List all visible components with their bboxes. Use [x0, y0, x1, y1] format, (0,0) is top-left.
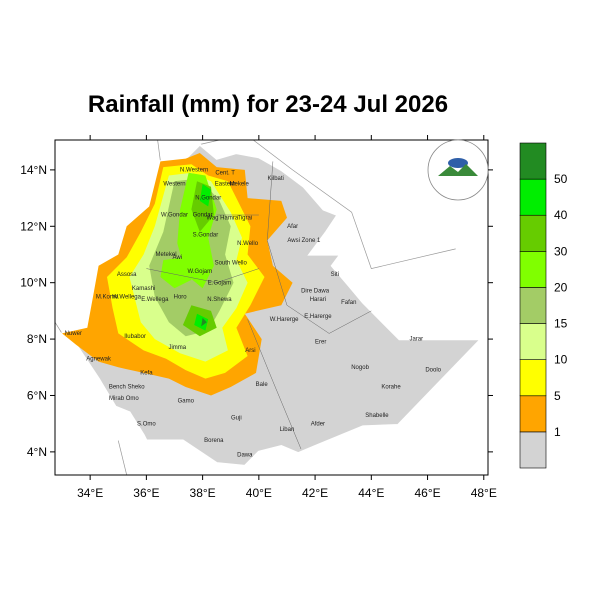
colorbar-label: 10 — [554, 353, 568, 367]
rainfall-zone — [201, 317, 207, 327]
place-label: Bench Sheko — [109, 385, 145, 391]
place-label: Afder — [311, 421, 325, 427]
place-label: Guji — [231, 416, 242, 422]
colorbar-box — [519, 431, 547, 469]
x-tick-label: 48°E — [471, 486, 497, 500]
place-label: Kamashi — [132, 286, 155, 292]
place-label: Agnewak — [86, 356, 112, 362]
rainfall-zone — [194, 313, 209, 331]
place-label: W.Gojam — [187, 269, 212, 275]
place-label: Dire Dawa — [301, 289, 330, 295]
place-label: Doolo — [425, 368, 441, 374]
colorbar-label: 50 — [554, 172, 568, 186]
y-tick-label: 6°N — [27, 388, 47, 402]
colorbar-box — [519, 395, 547, 433]
place-label: Awi — [173, 255, 183, 261]
x-tick-label: 42°E — [302, 486, 328, 500]
colorbar-box — [519, 214, 547, 252]
y-tick-label: 10°N — [20, 276, 47, 290]
place-label: Nogob — [351, 365, 369, 371]
place-label: Western — [163, 182, 185, 188]
place-label: S.Omo — [137, 421, 156, 427]
place-label: M.Komo — [96, 294, 119, 300]
place-label: Fafan — [341, 300, 356, 306]
y-tick-label: 14°N — [20, 163, 47, 177]
place-label: Shabelle — [365, 413, 389, 419]
x-tick-label: 44°E — [358, 486, 384, 500]
colorbar-label: 40 — [554, 208, 568, 222]
y-tick-label: 8°N — [27, 332, 47, 346]
colorbar-label: 1 — [554, 425, 561, 439]
plot-frame — [54, 139, 489, 476]
place-label: Jarar — [409, 337, 423, 343]
place-label: Nuwer — [65, 331, 82, 337]
place-label: N.Shewa — [207, 297, 232, 303]
place-label: E.Gojam — [208, 280, 231, 286]
place-label: Borena — [204, 438, 224, 444]
place-label: Bale — [256, 382, 269, 388]
colorbar-box — [519, 178, 547, 216]
place-label: N.Western — [180, 167, 208, 173]
place-label: South Wello — [215, 261, 248, 267]
colorbar-box — [519, 142, 547, 180]
place-label: Kilbati — [268, 176, 284, 182]
place-label: Eastern — [215, 182, 236, 188]
place-label: Liban — [280, 427, 295, 433]
x-tick-label: 38°E — [190, 486, 216, 500]
place-label: Jimma — [168, 345, 186, 351]
colorbar-label: 30 — [554, 244, 568, 258]
colorbar-box — [519, 251, 547, 288]
colorbar-box — [519, 323, 547, 360]
place-label: N.Wello — [237, 241, 259, 247]
place-label: Dawa — [237, 452, 253, 458]
place-label: Korahe — [381, 385, 401, 391]
colorbar-label: 15 — [554, 317, 568, 331]
place-label: Metekel — [156, 252, 177, 258]
neighbour-border — [54, 139, 456, 476]
place-label: Erer — [315, 339, 326, 345]
colorbar-box — [519, 287, 547, 324]
place-label: E.Wellega — [141, 297, 169, 303]
logo — [427, 139, 489, 201]
place-label: S.Gondar — [193, 232, 219, 238]
place-label: W.Gondar — [161, 213, 188, 219]
place-label: Arsi — [245, 348, 255, 354]
colorbar-label: 20 — [554, 280, 568, 294]
rainfall-zone — [160, 257, 192, 289]
place-label: Mekele — [229, 182, 249, 188]
map-title: Rainfall (mm) for 23-24 Jul 2026 — [88, 91, 448, 118]
x-tick-label: 40°E — [246, 486, 272, 500]
y-tick-label: 4°N — [27, 445, 47, 459]
place-label: W.Harerge — [270, 317, 299, 323]
place-label: Ilubabor — [124, 334, 146, 340]
y-tick-label: 12°N — [20, 219, 47, 233]
place-label: N.Gondar — [195, 196, 221, 202]
place-label: Gondar — [193, 213, 213, 219]
place-label: Mirab Omo — [109, 396, 139, 402]
place-label: Gamo — [178, 399, 195, 405]
region-border — [146, 161, 372, 450]
place-label: Harari — [310, 297, 326, 303]
rainfall-zone — [199, 184, 211, 207]
place-label: Afar — [287, 224, 298, 230]
colorbar-box — [519, 359, 547, 397]
place-label: Assosa — [117, 272, 137, 278]
colorbar-label: 5 — [554, 389, 561, 403]
place-label: Cent. T — [215, 170, 235, 176]
place-label: E.Harerge — [304, 314, 332, 320]
place-label: Awsi Zone 1 — [287, 238, 321, 244]
place-label: W.Wellega — [112, 294, 141, 300]
x-tick-label: 34°E — [77, 486, 103, 500]
x-tick-label: 36°E — [133, 486, 159, 500]
place-label: Horo — [174, 294, 188, 300]
place-label: Kefa — [140, 370, 153, 376]
place-label: Siti — [331, 272, 339, 278]
place-label: Tigrai — [237, 215, 252, 221]
place-label: Wag Hamra — [206, 215, 238, 221]
x-tick-label: 46°E — [414, 486, 440, 500]
